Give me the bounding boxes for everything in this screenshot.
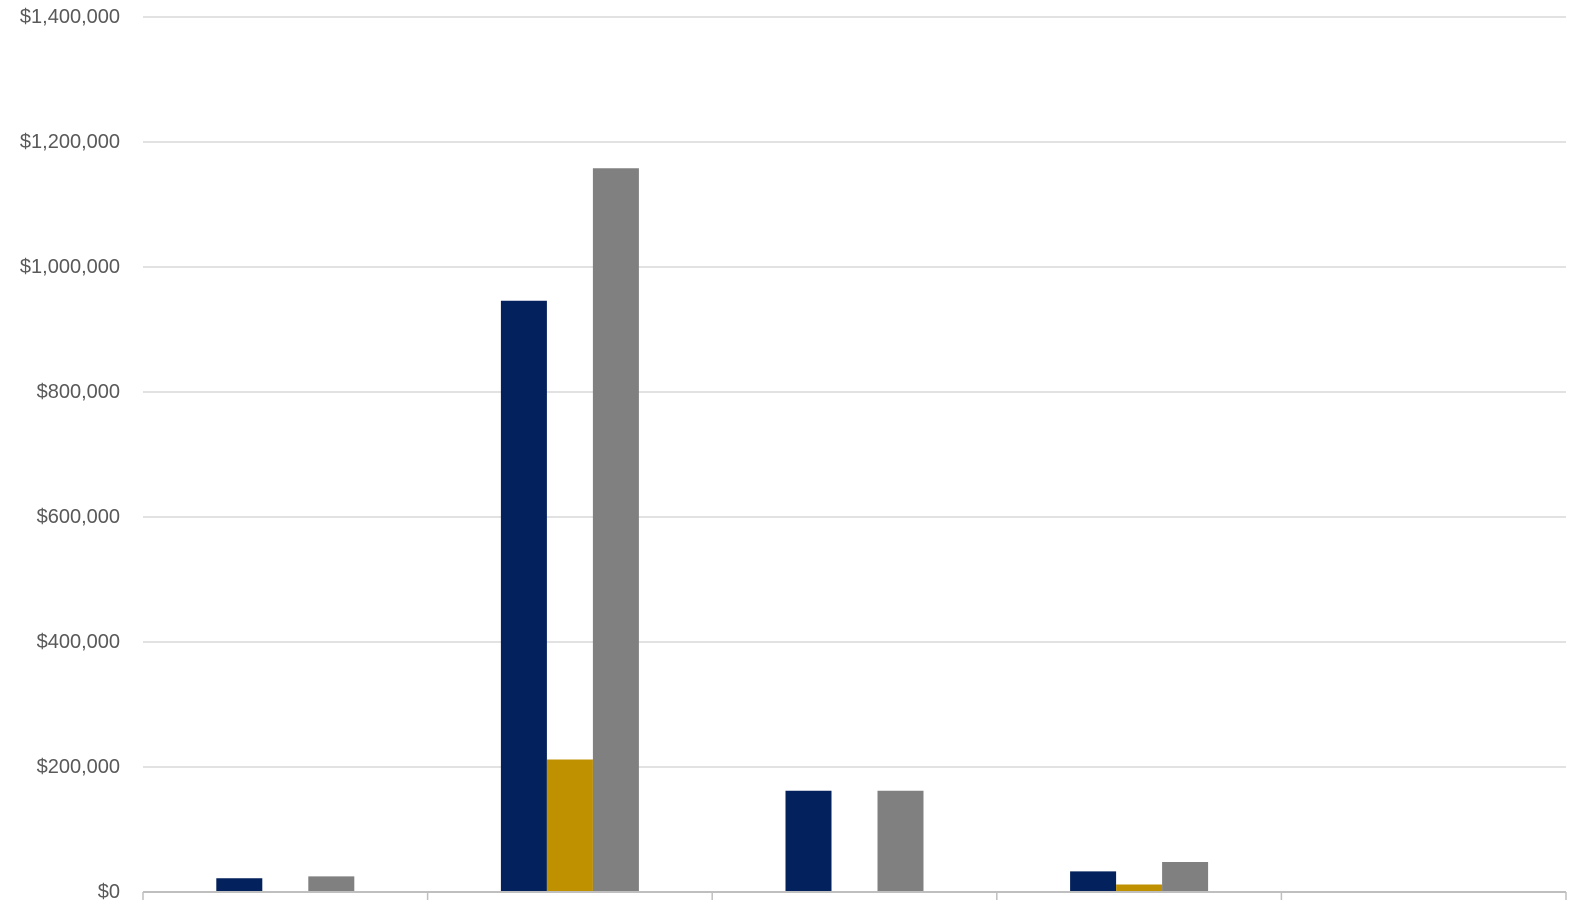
y-tick-label: $400,000 bbox=[37, 631, 120, 653]
y-tick-label: $600,000 bbox=[37, 506, 120, 528]
bar bbox=[785, 790, 832, 892]
x-axis bbox=[142, 891, 1567, 900]
bar bbox=[1116, 884, 1163, 892]
y-tick-label: $1,000,000 bbox=[20, 256, 120, 278]
bar bbox=[592, 168, 639, 892]
y-tick-label: $200,000 bbox=[37, 756, 120, 778]
y-axis-tick-labels: $0 $200,000 $400,000 $600,000 $800,000 $1,000… bbox=[20, 6, 120, 903]
bar bbox=[546, 759, 593, 892]
bar bbox=[500, 300, 547, 892]
bar bbox=[1162, 862, 1209, 892]
bar bbox=[216, 878, 263, 892]
y-tick-label: $1,200,000 bbox=[20, 131, 120, 153]
y-tick-label: $1,400,000 bbox=[20, 6, 120, 28]
gridlines bbox=[143, 16, 1566, 768]
y-tick-label: $800,000 bbox=[37, 381, 120, 403]
bar bbox=[1070, 871, 1117, 892]
bar bbox=[308, 876, 355, 892]
y-tick-label: $0 bbox=[98, 881, 120, 903]
bars bbox=[216, 168, 1209, 892]
bar bbox=[877, 790, 924, 892]
